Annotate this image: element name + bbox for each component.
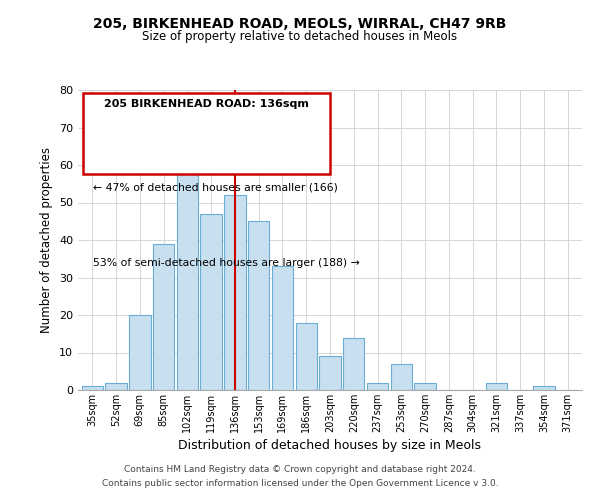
Bar <box>153 244 174 390</box>
Bar <box>200 214 222 390</box>
Bar <box>106 382 127 390</box>
Bar <box>129 315 151 390</box>
Bar <box>415 382 436 390</box>
Bar <box>486 382 507 390</box>
Text: 53% of semi-detached houses are larger (188) →: 53% of semi-detached houses are larger (… <box>93 258 360 268</box>
Bar <box>391 364 412 390</box>
Text: ← 47% of detached houses are smaller (166): ← 47% of detached houses are smaller (16… <box>93 183 338 193</box>
Bar <box>272 266 293 390</box>
Bar <box>248 221 269 390</box>
Bar <box>533 386 554 390</box>
Text: 205, BIRKENHEAD ROAD, MEOLS, WIRRAL, CH47 9RB: 205, BIRKENHEAD ROAD, MEOLS, WIRRAL, CH4… <box>94 18 506 32</box>
Text: Contains HM Land Registry data © Crown copyright and database right 2024.
Contai: Contains HM Land Registry data © Crown c… <box>101 466 499 487</box>
Text: 205 BIRKENHEAD ROAD: 136sqm: 205 BIRKENHEAD ROAD: 136sqm <box>104 99 309 109</box>
X-axis label: Distribution of detached houses by size in Meols: Distribution of detached houses by size … <box>179 439 482 452</box>
Bar <box>176 169 198 390</box>
Bar <box>296 322 317 390</box>
Y-axis label: Number of detached properties: Number of detached properties <box>40 147 53 333</box>
Text: Size of property relative to detached houses in Meols: Size of property relative to detached ho… <box>142 30 458 43</box>
FancyBboxPatch shape <box>83 93 330 174</box>
Bar <box>319 356 341 390</box>
Bar <box>367 382 388 390</box>
Bar <box>82 386 103 390</box>
Bar <box>343 338 364 390</box>
Bar <box>224 195 245 390</box>
